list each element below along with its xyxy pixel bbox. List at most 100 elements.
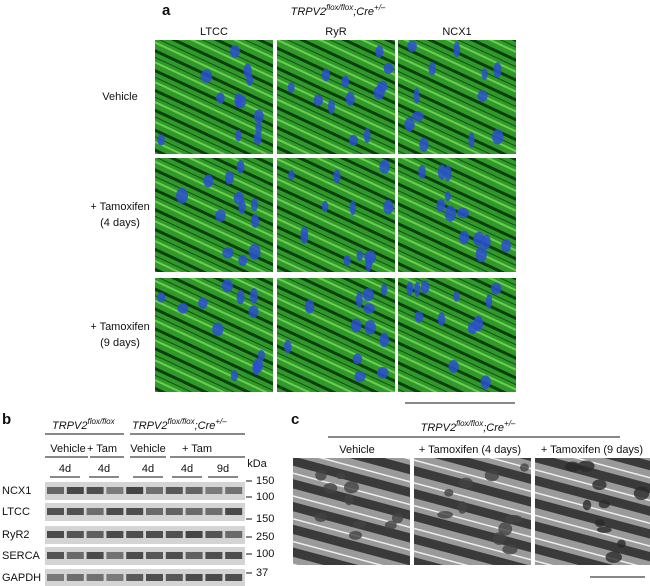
nucleus bbox=[250, 214, 260, 228]
nucleus bbox=[253, 109, 264, 123]
nucleus bbox=[255, 121, 263, 135]
mitochondrion bbox=[498, 522, 513, 536]
mitochondrion bbox=[315, 469, 327, 481]
nucleus bbox=[288, 170, 295, 181]
mitochondrion bbox=[582, 499, 592, 511]
nucleus bbox=[250, 288, 258, 304]
band bbox=[225, 508, 243, 515]
band bbox=[146, 487, 163, 494]
band bbox=[225, 574, 243, 581]
nucleus bbox=[490, 282, 502, 295]
nucleus bbox=[321, 200, 329, 213]
marker-label: 100 bbox=[256, 548, 274, 560]
nucleus bbox=[419, 137, 429, 152]
nucleus bbox=[448, 359, 459, 373]
mitochondrion bbox=[336, 472, 346, 480]
band bbox=[205, 487, 223, 494]
nucleus bbox=[481, 68, 488, 80]
mitochondrion bbox=[344, 494, 354, 506]
mitochondrion bbox=[457, 501, 467, 514]
nucleus bbox=[222, 247, 234, 259]
nucleus bbox=[418, 165, 426, 179]
band bbox=[47, 531, 64, 538]
nucleus bbox=[236, 160, 245, 174]
nucleus bbox=[376, 366, 389, 379]
panel-label: c bbox=[291, 411, 299, 428]
nucleus bbox=[437, 312, 446, 327]
nucleus bbox=[475, 246, 487, 263]
em-image bbox=[535, 458, 650, 565]
column-label: + Tamoxifen (4 days) bbox=[419, 444, 521, 456]
mitochondrion bbox=[352, 520, 367, 529]
treatment-label: Vehicle bbox=[50, 443, 85, 455]
column-label: LTCC bbox=[200, 26, 228, 38]
nucleus bbox=[375, 45, 384, 58]
mitochondrion bbox=[343, 481, 359, 494]
panel-label: b bbox=[2, 411, 11, 428]
blot-strip bbox=[45, 547, 245, 565]
band bbox=[225, 531, 243, 538]
duration-label: 9d bbox=[217, 463, 229, 475]
band bbox=[205, 508, 223, 515]
mitochondrion bbox=[598, 499, 610, 509]
nucleus bbox=[444, 165, 452, 182]
superscript: flox/flox bbox=[326, 3, 354, 12]
nucleus bbox=[493, 62, 502, 78]
nucleus bbox=[229, 45, 241, 58]
nucleus bbox=[377, 80, 388, 93]
nucleus bbox=[413, 88, 420, 104]
row-label: Vehicle bbox=[102, 91, 137, 103]
nucleus bbox=[345, 91, 355, 106]
nucleus bbox=[363, 128, 371, 143]
mitochondrion bbox=[437, 511, 454, 519]
protein-label: NCX1 bbox=[2, 485, 31, 497]
band bbox=[185, 552, 203, 559]
band bbox=[66, 508, 84, 515]
band bbox=[165, 531, 183, 538]
nucleus bbox=[238, 254, 248, 267]
nucleus bbox=[456, 207, 469, 219]
band bbox=[86, 531, 104, 538]
band bbox=[146, 574, 163, 581]
nucleus bbox=[313, 94, 324, 106]
band bbox=[86, 487, 104, 494]
group-label: TRPV2flox/flox;Cre+/– bbox=[132, 417, 227, 432]
band bbox=[106, 552, 124, 559]
nucleus bbox=[248, 305, 259, 318]
nucleus bbox=[501, 238, 512, 253]
blot-strip bbox=[45, 503, 245, 521]
band bbox=[106, 487, 124, 494]
nucleus bbox=[233, 191, 245, 205]
band bbox=[106, 574, 124, 581]
band bbox=[66, 552, 84, 559]
band bbox=[205, 574, 223, 581]
nucleus bbox=[300, 226, 309, 240]
superscript: +/– bbox=[215, 417, 227, 426]
band bbox=[185, 574, 203, 581]
band bbox=[86, 552, 104, 559]
gene: TRPV2 bbox=[421, 422, 456, 434]
nucleus bbox=[492, 129, 504, 145]
mitochondrion bbox=[492, 532, 506, 546]
nucleus bbox=[383, 199, 394, 215]
band bbox=[225, 487, 243, 494]
band bbox=[47, 574, 64, 581]
nucleus bbox=[248, 243, 261, 260]
nucleus bbox=[468, 132, 475, 148]
row-label: (4 days) bbox=[100, 217, 140, 229]
nucleus bbox=[354, 371, 366, 383]
nucleus bbox=[414, 281, 421, 297]
row-label: + Tamoxifen bbox=[90, 201, 149, 213]
marker-label: 100 bbox=[256, 491, 274, 503]
nucleus bbox=[404, 117, 415, 132]
mitochondrion bbox=[384, 520, 397, 530]
blot-strip bbox=[45, 482, 245, 500]
nucleus bbox=[253, 132, 262, 145]
treatment-label: Vehicle bbox=[130, 443, 165, 455]
band bbox=[185, 487, 203, 494]
genotype: ;Cre bbox=[195, 420, 216, 432]
duration-label: 4d bbox=[142, 463, 154, 475]
nucleus bbox=[349, 200, 357, 216]
nucleus bbox=[453, 41, 461, 58]
nucleus bbox=[406, 281, 414, 296]
